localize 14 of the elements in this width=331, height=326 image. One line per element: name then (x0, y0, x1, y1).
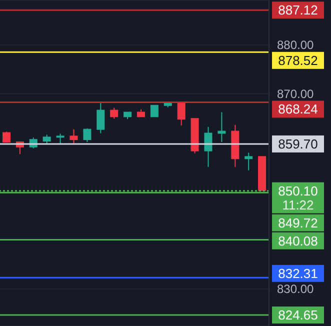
candlestick (231, 124, 240, 168)
ref-line-label: 887.12 (278, 2, 318, 18)
y-tick-label: 870.00 (277, 86, 314, 101)
y-tick-label: 830.00 (277, 282, 314, 296)
ref-line-label: 878.52 (278, 52, 318, 68)
ref-line-label: 840.08 (278, 233, 318, 248)
ref-line-label: 850.10 (278, 183, 318, 198)
ref-line-label: 832.31 (278, 266, 318, 281)
legend-label: 849.72 (278, 215, 318, 230)
ref-line-label: 824.65 (278, 308, 318, 323)
text: 11:22 (282, 197, 314, 212)
ref-line-label: 859.70 (278, 136, 318, 152)
y-tick-label: 880.00 (277, 38, 314, 52)
ref-line-label: 868.24 (278, 102, 318, 117)
